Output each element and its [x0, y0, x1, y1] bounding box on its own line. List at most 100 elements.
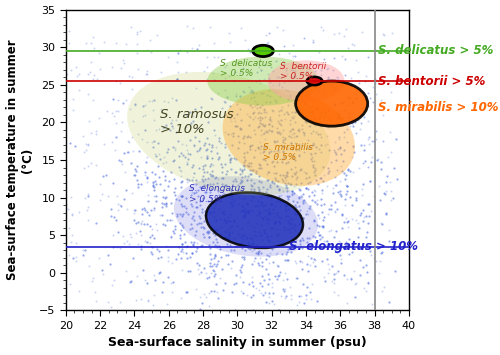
Point [169, 125, 177, 131]
Point [212, 236, 220, 242]
Point [246, 143, 254, 148]
Point [296, 204, 304, 209]
Point [90, 45, 98, 51]
Point [343, 219, 351, 224]
Point [144, 297, 152, 302]
Point [242, 162, 250, 168]
Point [331, 149, 339, 155]
Point [79, 253, 87, 258]
Point [342, 191, 349, 197]
Point [280, 111, 287, 117]
Point [330, 84, 338, 89]
Point [348, 42, 356, 47]
Point [309, 128, 317, 133]
Point [213, 212, 221, 218]
Point [122, 268, 130, 274]
Point [148, 180, 156, 185]
Point [156, 175, 164, 180]
Point [287, 293, 295, 298]
Point [182, 209, 190, 215]
Point [159, 160, 167, 166]
Point [295, 128, 303, 134]
Point [267, 193, 275, 199]
Point [343, 126, 351, 132]
Point [96, 181, 104, 187]
Point [242, 220, 250, 226]
Point [168, 217, 175, 223]
Point [270, 206, 278, 212]
Point [253, 105, 261, 111]
Point [246, 102, 254, 108]
Point [255, 173, 263, 179]
Point [240, 211, 248, 216]
Point [339, 99, 347, 105]
Point [180, 203, 188, 209]
Point [244, 163, 252, 169]
Point [280, 277, 287, 283]
Point [284, 226, 292, 231]
Point [248, 168, 256, 173]
Point [300, 35, 308, 41]
Point [311, 188, 319, 193]
Point [280, 270, 288, 275]
Point [260, 229, 268, 235]
Point [370, 255, 378, 261]
Point [284, 246, 292, 252]
Point [240, 213, 248, 219]
Point [160, 154, 168, 160]
Point [332, 152, 340, 157]
Point [190, 241, 198, 246]
Point [244, 245, 252, 251]
Point [307, 151, 315, 157]
Point [246, 49, 254, 54]
Point [193, 148, 201, 153]
Point [253, 69, 261, 75]
Point [238, 262, 246, 268]
Point [214, 261, 222, 267]
Point [364, 90, 372, 95]
Point [237, 126, 245, 132]
Point [244, 239, 252, 244]
Point [138, 220, 145, 226]
Point [316, 49, 324, 54]
Point [224, 235, 232, 240]
Point [366, 179, 374, 184]
Point [284, 102, 292, 108]
Point [276, 307, 283, 313]
Point [140, 102, 148, 108]
Point [220, 211, 228, 217]
Point [230, 235, 237, 241]
Point [292, 157, 300, 163]
Point [358, 210, 366, 215]
Point [84, 142, 92, 148]
Point [279, 149, 287, 154]
Point [261, 115, 269, 120]
Point [278, 84, 286, 90]
Point [130, 172, 138, 178]
Point [86, 40, 94, 46]
Point [143, 47, 151, 53]
Point [298, 122, 306, 128]
Point [299, 200, 307, 206]
Point [206, 245, 214, 250]
Point [332, 157, 340, 163]
Point [214, 138, 222, 144]
Point [227, 155, 235, 160]
Point [310, 114, 318, 120]
Point [225, 30, 233, 36]
Point [190, 217, 198, 223]
Point [282, 67, 290, 72]
Point [183, 113, 191, 118]
Point [288, 249, 296, 255]
Text: S. delicatus
> 0.5%: S. delicatus > 0.5% [220, 59, 272, 78]
Point [113, 245, 121, 250]
Point [109, 96, 117, 102]
Point [281, 295, 289, 301]
Point [313, 61, 321, 66]
Point [232, 169, 240, 175]
Point [262, 267, 270, 272]
Point [200, 182, 207, 188]
Point [237, 240, 245, 246]
Point [274, 264, 282, 269]
Point [279, 58, 287, 64]
